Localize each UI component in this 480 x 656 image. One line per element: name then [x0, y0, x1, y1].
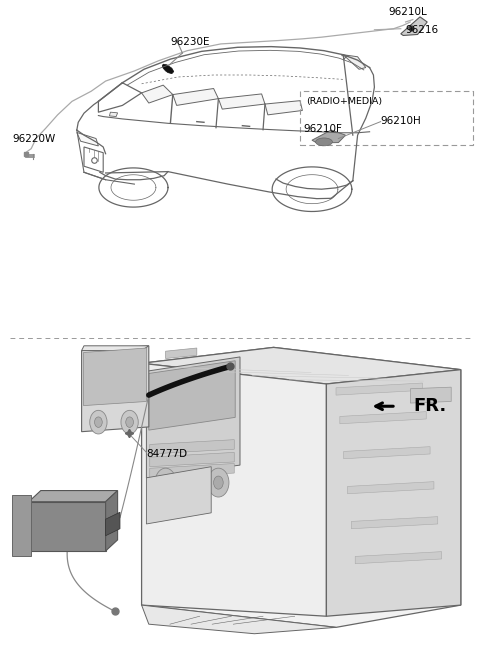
Circle shape	[161, 476, 170, 489]
Circle shape	[95, 417, 102, 428]
Text: FR.: FR.	[414, 398, 447, 415]
Polygon shape	[77, 133, 98, 146]
Text: 96216: 96216	[406, 25, 439, 35]
Polygon shape	[146, 466, 211, 524]
Text: 96230E: 96230E	[170, 37, 210, 47]
Polygon shape	[82, 346, 149, 432]
Polygon shape	[401, 17, 427, 35]
Ellipse shape	[316, 138, 332, 146]
Polygon shape	[340, 412, 426, 424]
Polygon shape	[82, 346, 149, 350]
Polygon shape	[146, 357, 240, 478]
Circle shape	[214, 476, 223, 489]
Polygon shape	[149, 361, 235, 430]
Polygon shape	[109, 112, 118, 117]
Polygon shape	[265, 100, 302, 115]
Polygon shape	[336, 383, 422, 395]
Text: 96220W: 96220W	[12, 134, 55, 144]
Text: 96210H: 96210H	[381, 115, 421, 125]
Text: 84777D: 84777D	[146, 449, 188, 459]
Polygon shape	[142, 605, 336, 634]
Polygon shape	[355, 552, 442, 564]
Circle shape	[155, 468, 176, 497]
Polygon shape	[344, 447, 430, 459]
Polygon shape	[106, 512, 120, 536]
Polygon shape	[12, 495, 31, 556]
Polygon shape	[29, 502, 106, 551]
Polygon shape	[29, 491, 118, 502]
Circle shape	[126, 417, 133, 428]
Polygon shape	[142, 85, 173, 103]
Polygon shape	[150, 453, 234, 466]
Circle shape	[121, 411, 138, 434]
Polygon shape	[410, 387, 451, 403]
Polygon shape	[348, 482, 434, 494]
Polygon shape	[142, 348, 461, 627]
Polygon shape	[173, 89, 218, 106]
Polygon shape	[142, 348, 461, 384]
Text: (RADIO+MEDIA): (RADIO+MEDIA)	[306, 97, 383, 106]
Polygon shape	[84, 348, 146, 405]
Polygon shape	[142, 363, 326, 616]
Text: 96210F: 96210F	[304, 125, 343, 134]
Polygon shape	[150, 464, 234, 478]
Polygon shape	[351, 517, 438, 529]
Polygon shape	[162, 64, 174, 73]
Polygon shape	[312, 130, 346, 143]
Polygon shape	[166, 348, 197, 359]
Polygon shape	[343, 54, 366, 70]
Polygon shape	[150, 440, 234, 454]
Circle shape	[90, 411, 107, 434]
Circle shape	[208, 468, 229, 497]
Polygon shape	[326, 370, 461, 616]
Text: 96210L: 96210L	[389, 7, 428, 17]
Polygon shape	[106, 491, 118, 551]
Polygon shape	[218, 94, 265, 109]
Text: 96240D: 96240D	[20, 532, 61, 542]
